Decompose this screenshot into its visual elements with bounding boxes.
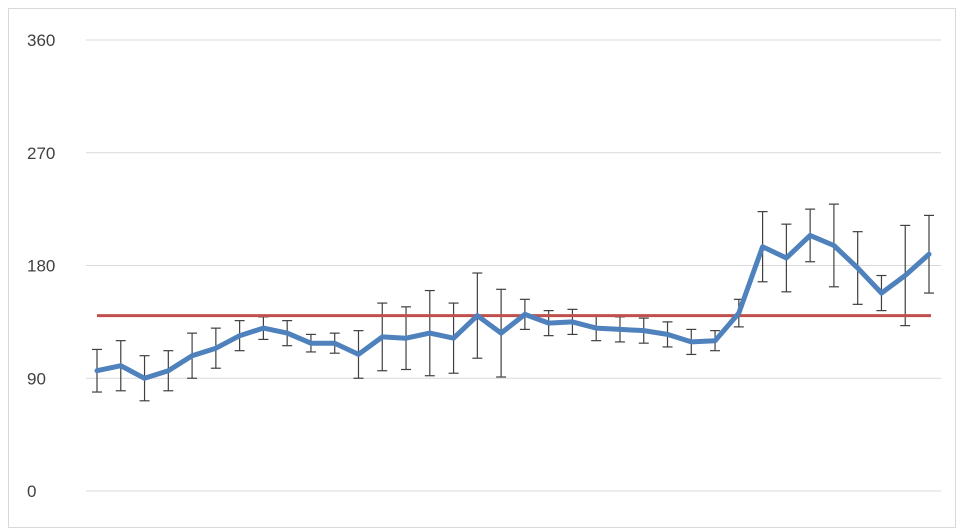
line-chart: 0 90 180 270 360 <box>0 0 958 514</box>
y-tick-label: 360 <box>27 31 55 50</box>
y-axis-tick-labels: 0 90 180 270 360 <box>27 31 55 501</box>
error-bars <box>92 204 934 401</box>
y-tick-label: 90 <box>27 369 46 388</box>
series-layer <box>97 235 929 378</box>
series-line <box>97 235 929 378</box>
grid-lines <box>86 40 941 491</box>
y-tick-label: 270 <box>27 144 55 163</box>
y-tick-label: 180 <box>27 257 55 276</box>
y-tick-label: 0 <box>27 482 36 501</box>
